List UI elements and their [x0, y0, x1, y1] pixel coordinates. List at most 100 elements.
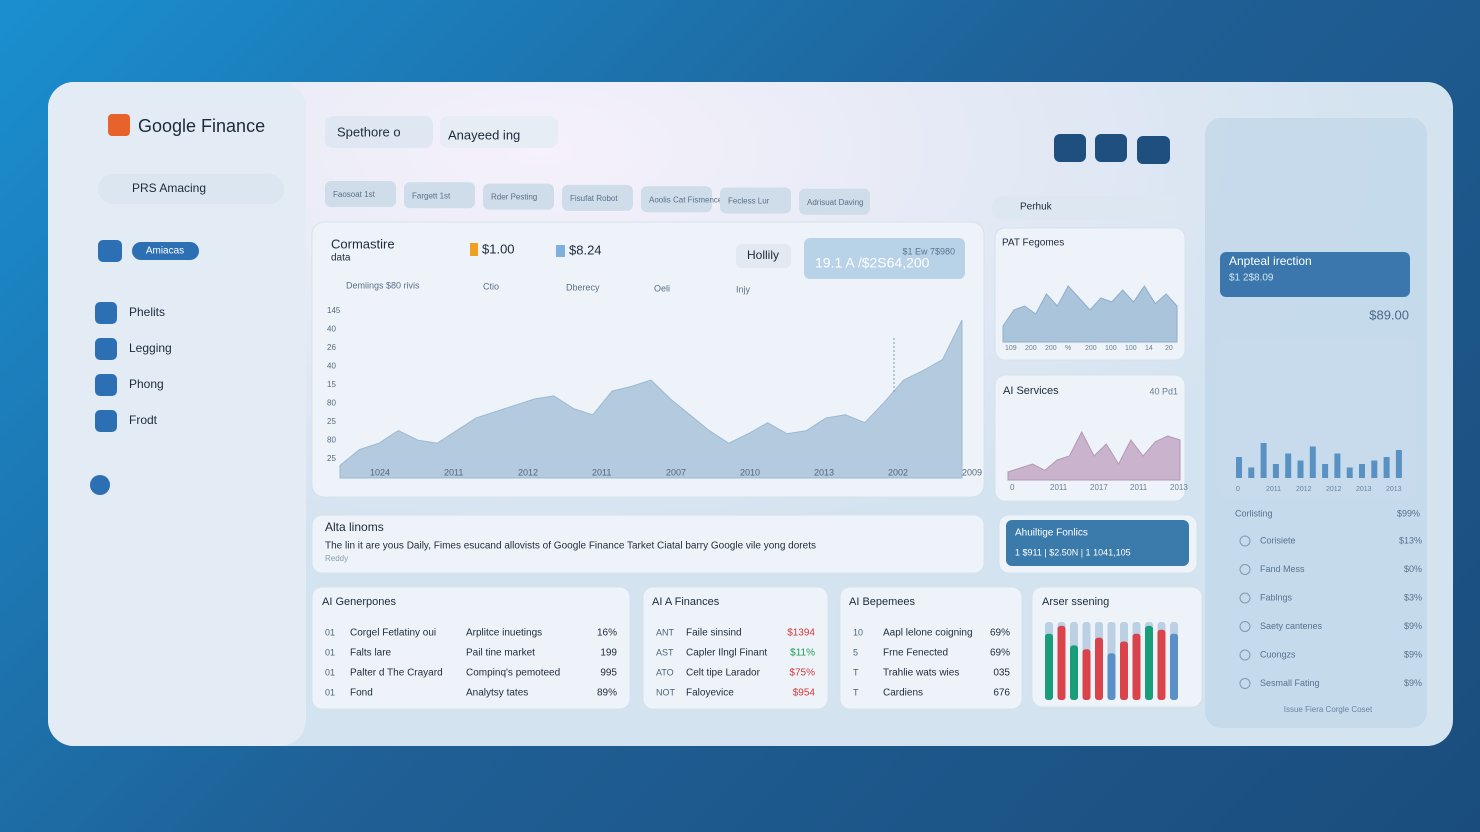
table-cell: AST: [656, 647, 674, 657]
dropdown[interactable]: [325, 116, 433, 148]
legend-item: Demiings $80 rivis: [346, 280, 420, 290]
bar: [1145, 625, 1153, 700]
bar: [1132, 633, 1141, 700]
x-label: 2012: [1326, 486, 1342, 493]
button-label[interactable]: Hollily: [747, 248, 779, 262]
bar: [1070, 645, 1078, 700]
bar: [1309, 446, 1316, 478]
dropdown-label[interactable]: Anayeed ing: [448, 127, 520, 142]
list-item[interactable]: Cuongzs: [1260, 649, 1296, 659]
nav-icon: [95, 410, 117, 432]
chip-label[interactable]: Fargett 1st: [412, 191, 451, 200]
highlight-text[interactable]: 1 $911 | $2.50N | 1 1041,105: [1015, 547, 1131, 557]
settings-icon[interactable]: [90, 475, 110, 495]
list-item[interactable]: Fand Mess: [1260, 564, 1305, 574]
dropdown-label[interactable]: Spethore o: [337, 124, 401, 139]
list-value: $9%: [1404, 678, 1422, 688]
table-cell: 89%: [597, 688, 617, 699]
nav-icon: [95, 338, 117, 360]
search-text[interactable]: Perhuk: [1020, 202, 1053, 213]
chip-label[interactable]: Faosoat 1st: [333, 190, 376, 199]
bar: [1045, 633, 1053, 700]
x-label: 109: [1005, 345, 1017, 352]
card-title: AI Services: [1003, 385, 1059, 397]
list-value: $13%: [1399, 535, 1422, 545]
search-box[interactable]: [992, 196, 1179, 220]
legend-item: Oeli: [654, 283, 670, 293]
bar: [1359, 464, 1365, 478]
banner-text: The lin it are yous Daily, Fimes esucand…: [325, 541, 816, 552]
area: [339, 319, 963, 479]
list-title: Corlisting: [1235, 508, 1273, 518]
dropdown[interactable]: [440, 116, 558, 148]
chip-label[interactable]: Adrisuat Daving: [807, 198, 863, 207]
table-cell: Fond: [350, 688, 373, 699]
table-cell: 01: [325, 687, 335, 697]
x-label: 2002: [888, 467, 908, 477]
nav-item[interactable]: Legging: [129, 341, 172, 355]
nav-item[interactable]: Frodt: [129, 413, 158, 427]
table-cell: Corgel Fetlatiny oui: [350, 628, 436, 639]
chip[interactable]: [325, 181, 396, 207]
x-label: 2011: [1130, 483, 1148, 492]
table-cell: Compinq's pemoteed: [466, 668, 560, 679]
chart-title: Cormastire: [331, 236, 395, 251]
list-item[interactable]: Fablngs: [1260, 592, 1293, 602]
table-cell: Pail tine market: [466, 648, 535, 659]
list-item[interactable]: Corisiete: [1260, 535, 1296, 545]
chip[interactable]: [404, 182, 475, 209]
chip-label[interactable]: Fisufat Robot: [570, 194, 618, 203]
highlight-box[interactable]: [1006, 520, 1189, 566]
button[interactable]: [736, 244, 791, 268]
banner: [311, 514, 985, 574]
chip-label[interactable]: Rder Pesting: [491, 193, 537, 202]
card-note: 40 Pd1: [1149, 386, 1178, 396]
list-item[interactable]: Sesmall Fating: [1260, 678, 1320, 688]
active-pill[interactable]: [132, 242, 199, 260]
chip[interactable]: [483, 183, 554, 210]
list-icon: [1239, 649, 1251, 661]
y-label: 25: [327, 454, 336, 463]
list-icon: [1239, 535, 1251, 547]
swatch: [470, 243, 478, 256]
search-button[interactable]: [1137, 136, 1170, 164]
chip[interactable]: [720, 187, 791, 214]
table-cell: 5: [853, 647, 858, 657]
chip[interactable]: [562, 184, 633, 211]
right-title: Anpteal irection: [1229, 254, 1312, 268]
x-label: 200: [1045, 345, 1057, 352]
table-cell: NOT: [656, 687, 676, 697]
table-title: AI Generpones: [322, 596, 396, 608]
bar: [1322, 464, 1329, 478]
area: [1007, 430, 1181, 481]
bar: [1395, 450, 1402, 478]
table-cell: ANT: [656, 627, 675, 637]
x-label: 2009: [962, 467, 982, 477]
table-cell: Faloyevice: [686, 688, 734, 699]
x-label: 2011: [592, 467, 611, 477]
nav-item[interactable]: Phong: [129, 377, 164, 391]
highlight-title[interactable]: Ahuiltige Fonlics: [1015, 528, 1088, 539]
chip-label[interactable]: Aoolis Cat Fismence: [649, 195, 723, 204]
nav-icon: [98, 240, 122, 262]
x-label: 2013: [1170, 483, 1188, 492]
banner-title: Alta linoms: [325, 520, 384, 534]
nav-item[interactable]: Phelits: [129, 305, 165, 319]
table-cell: Arplitce inuetings: [466, 628, 542, 639]
badge: [804, 238, 965, 279]
menu-button[interactable]: [1095, 134, 1127, 162]
table-cell: 10: [853, 627, 863, 637]
list-icon: [1239, 592, 1251, 604]
y-label: 80: [327, 399, 336, 408]
list-item[interactable]: Saety cantenes: [1260, 621, 1323, 631]
table-cell: 69%: [990, 628, 1010, 639]
search-button[interactable]: [1054, 134, 1086, 162]
table-cell: Capler Ilngl Finant: [686, 648, 767, 659]
table-cell: T: [853, 667, 859, 677]
chip[interactable]: [641, 186, 712, 213]
sidebar-search[interactable]: [98, 174, 284, 204]
chip[interactable]: [799, 188, 870, 215]
active-item[interactable]: Amiacas: [146, 246, 184, 257]
table-cell: $1394: [787, 628, 815, 639]
chip-label[interactable]: Fecless Lur: [728, 197, 770, 206]
